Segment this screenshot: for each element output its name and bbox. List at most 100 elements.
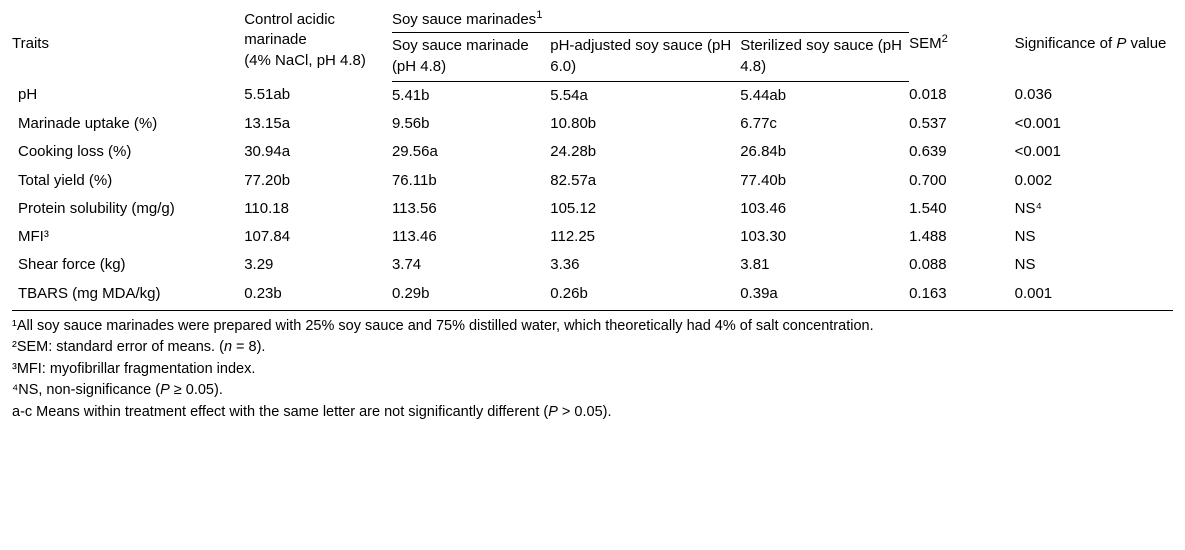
footnote-5p: P bbox=[548, 404, 558, 420]
cell-s1: 113.46 bbox=[392, 223, 550, 251]
sig-p-italic: P bbox=[1116, 35, 1126, 52]
cell-control: 30.94a bbox=[244, 138, 392, 166]
table-row: pH 5.51ab 5.41b 5.54a 5.44ab 0.018 0.036 bbox=[12, 81, 1173, 110]
cell-s1: 76.11b bbox=[392, 167, 550, 195]
cell-s3: 3.81 bbox=[740, 251, 909, 279]
cell-trait: MFI³ bbox=[12, 223, 244, 251]
cell-sem: 0.163 bbox=[909, 280, 1015, 308]
cell-sem: 1.488 bbox=[909, 223, 1015, 251]
footnote-2: ²SEM: standard error of means. (n = 8). bbox=[12, 338, 1173, 358]
cell-s3: 103.30 bbox=[740, 223, 909, 251]
cell-sem: 1.540 bbox=[909, 195, 1015, 223]
footnote-2n: n bbox=[224, 339, 232, 355]
soy1-line1: Soy sauce marinade bbox=[392, 37, 529, 54]
cell-s2: 0.26b bbox=[550, 280, 740, 308]
table-row: Marinade uptake (%) 13.15a 9.56b 10.80b … bbox=[12, 110, 1173, 138]
table-row: TBARS (mg MDA/kg) 0.23b 0.29b 0.26b 0.39… bbox=[12, 280, 1173, 308]
footnote-4a: ⁴NS, non-significance ( bbox=[12, 382, 160, 398]
soy1-line2: (pH 4.8) bbox=[392, 58, 446, 75]
cell-s3: 5.44ab bbox=[740, 81, 909, 110]
table-body: pH 5.51ab 5.41b 5.54a 5.44ab 0.018 0.036… bbox=[12, 81, 1173, 308]
cell-sig: 0.002 bbox=[1015, 167, 1173, 195]
cell-s3: 103.46 bbox=[740, 195, 909, 223]
cell-control: 0.23b bbox=[244, 280, 392, 308]
footnote-4b: ≥ 0.05). bbox=[170, 382, 223, 398]
cell-s2: 10.80b bbox=[550, 110, 740, 138]
footnote-2b: = 8). bbox=[232, 339, 265, 355]
cell-sem: 0.018 bbox=[909, 81, 1015, 110]
footnote-ref-1: 1 bbox=[536, 9, 542, 21]
cell-sig: 0.001 bbox=[1015, 280, 1173, 308]
cell-s3: 6.77c bbox=[740, 110, 909, 138]
cell-trait: Marinade uptake (%) bbox=[12, 110, 244, 138]
cell-trait: TBARS (mg MDA/kg) bbox=[12, 280, 244, 308]
footnote-2a: ²SEM: standard error of means. ( bbox=[12, 339, 224, 355]
cell-sem: 0.639 bbox=[909, 138, 1015, 166]
cell-sem: 0.088 bbox=[909, 251, 1015, 279]
cell-control: 77.20b bbox=[244, 167, 392, 195]
cell-sem: 0.537 bbox=[909, 110, 1015, 138]
cell-s2: 105.12 bbox=[550, 195, 740, 223]
cell-s1: 113.56 bbox=[392, 195, 550, 223]
footnote-ref-2: 2 bbox=[942, 33, 948, 45]
footnote-4p: P bbox=[160, 382, 170, 398]
cell-s1: 0.29b bbox=[392, 280, 550, 308]
cell-s3: 26.84b bbox=[740, 138, 909, 166]
cell-s2: 112.25 bbox=[550, 223, 740, 251]
cell-sig: NS bbox=[1015, 223, 1173, 251]
table-row: Protein solubility (mg/g) 110.18 113.56 … bbox=[12, 195, 1173, 223]
cell-sig: NS bbox=[1015, 251, 1173, 279]
footnote-4: ⁴NS, non-significance (P ≥ 0.05). bbox=[12, 381, 1173, 401]
cell-trait: Shear force (kg) bbox=[12, 251, 244, 279]
footnotes: ¹All soy sauce marinades were prepared w… bbox=[12, 310, 1173, 423]
table-row: Shear force (kg) 3.29 3.74 3.36 3.81 0.0… bbox=[12, 251, 1173, 279]
cell-s1: 5.41b bbox=[392, 81, 550, 110]
cell-s1: 9.56b bbox=[392, 110, 550, 138]
control-label-line1: Control acidic marinade bbox=[244, 11, 335, 48]
footnote-1: ¹All soy sauce marinades were prepared w… bbox=[12, 317, 1173, 337]
cell-s2: 82.57a bbox=[550, 167, 740, 195]
footnote-5a: a-c Means within treatment effect with t… bbox=[12, 404, 548, 420]
sem-text: SEM bbox=[909, 35, 942, 52]
col-header-sem: SEM2 bbox=[909, 10, 1015, 81]
sig-text-2: value bbox=[1126, 35, 1166, 52]
cell-sig: NS⁴ bbox=[1015, 195, 1173, 223]
col-header-soy-group: Soy sauce marinades1 bbox=[392, 10, 909, 33]
cell-s3: 0.39a bbox=[740, 280, 909, 308]
footnote-5b: > 0.05). bbox=[558, 404, 612, 420]
results-table: Traits Control acidic marinade (4% NaCl,… bbox=[12, 10, 1173, 308]
cell-control: 107.84 bbox=[244, 223, 392, 251]
footnote-3: ³MFI: myofibrillar fragmentation index. bbox=[12, 360, 1173, 380]
control-label-line2: (4% NaCl, pH 4.8) bbox=[244, 52, 366, 69]
table-row: MFI³ 107.84 113.46 112.25 103.30 1.488 N… bbox=[12, 223, 1173, 251]
cell-sem: 0.700 bbox=[909, 167, 1015, 195]
cell-trait: Protein solubility (mg/g) bbox=[12, 195, 244, 223]
cell-trait: Total yield (%) bbox=[12, 167, 244, 195]
cell-sig: 0.036 bbox=[1015, 81, 1173, 110]
cell-s2: 5.54a bbox=[550, 81, 740, 110]
table-row: Cooking loss (%) 30.94a 29.56a 24.28b 26… bbox=[12, 138, 1173, 166]
col-header-soy2: pH-adjusted soy sauce (pH 6.0) bbox=[550, 33, 740, 82]
table-row: Total yield (%) 77.20b 76.11b 82.57a 77.… bbox=[12, 167, 1173, 195]
cell-control: 110.18 bbox=[244, 195, 392, 223]
col-header-sig: Significance of P value bbox=[1015, 10, 1173, 81]
cell-sig: <0.001 bbox=[1015, 110, 1173, 138]
cell-s2: 24.28b bbox=[550, 138, 740, 166]
col-header-soy3: Sterilized soy sauce (pH 4.8) bbox=[740, 33, 909, 82]
col-header-traits: Traits bbox=[12, 10, 244, 81]
cell-s1: 29.56a bbox=[392, 138, 550, 166]
cell-sig: <0.001 bbox=[1015, 138, 1173, 166]
cell-control: 3.29 bbox=[244, 251, 392, 279]
soy-group-text: Soy sauce marinades bbox=[392, 11, 536, 28]
col-header-control: Control acidic marinade (4% NaCl, pH 4.8… bbox=[244, 10, 392, 81]
cell-trait: Cooking loss (%) bbox=[12, 138, 244, 166]
cell-s1: 3.74 bbox=[392, 251, 550, 279]
cell-s2: 3.36 bbox=[550, 251, 740, 279]
cell-control: 13.15a bbox=[244, 110, 392, 138]
col-header-soy1: Soy sauce marinade (pH 4.8) bbox=[392, 33, 550, 82]
sig-text-1: Significance of bbox=[1015, 35, 1117, 52]
cell-s3: 77.40b bbox=[740, 167, 909, 195]
footnote-5: a-c Means within treatment effect with t… bbox=[12, 403, 1173, 423]
cell-control: 5.51ab bbox=[244, 81, 392, 110]
cell-trait: pH bbox=[12, 81, 244, 110]
